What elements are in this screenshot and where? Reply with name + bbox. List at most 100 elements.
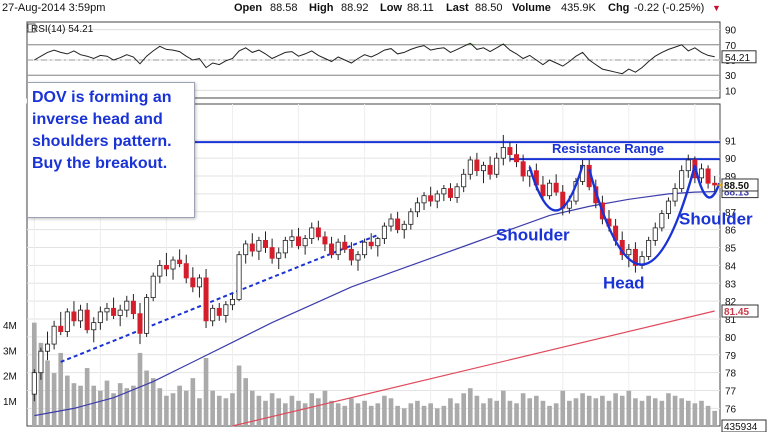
volume-bar (210, 390, 215, 426)
volume-bar (243, 378, 248, 426)
candle-body (262, 239, 269, 248)
last-price-tag-text: 88.50 (724, 181, 749, 192)
candle-body (698, 168, 704, 179)
candle-body (58, 325, 64, 332)
candle-body (447, 188, 453, 198)
last-price-marker-icon: + (717, 180, 723, 192)
volume-bar (104, 380, 110, 426)
volume-bar (58, 352, 64, 426)
volume-bar (540, 400, 546, 426)
candle-body (665, 200, 671, 214)
volume-value-tag (721, 419, 767, 432)
volume-value-tag-text: 435934 (724, 422, 758, 432)
volume-bar (699, 400, 704, 426)
volume-bar (322, 390, 328, 426)
volume-bar (65, 375, 70, 426)
volume-bar (553, 403, 559, 426)
candle-body (163, 265, 169, 270)
price-tick-label: 86 (725, 226, 737, 237)
volume-bar (256, 395, 262, 426)
rsi-tick-label: 30 (725, 71, 737, 82)
candle-body (84, 309, 90, 331)
volume-bar (633, 398, 638, 426)
volume-label: Volume (512, 2, 551, 14)
price-tick-label: 89 (725, 172, 737, 183)
volume-bar (78, 385, 83, 426)
rsi-collapse-icon (27, 23, 36, 33)
volume-value: 435.9K (561, 2, 596, 14)
candle-body (45, 343, 51, 352)
candle-body (712, 182, 718, 186)
price-tick-label: 82 (725, 297, 737, 308)
volume-bar (302, 403, 308, 426)
annotation-box: DOV is forming an inverse head and shoul… (27, 82, 195, 218)
candle-body (441, 188, 447, 195)
volume-bar (527, 398, 533, 426)
ma-value-tag-text: 88.13 (724, 188, 749, 199)
candle-body (375, 238, 381, 247)
resistance-range-label: Resistance Range (552, 141, 664, 156)
candle-body (428, 195, 434, 202)
right-shoulder-label: Shoulder (679, 209, 753, 228)
volume-bar (567, 400, 572, 426)
volume-bar (38, 342, 44, 426)
support-trendline (60, 234, 379, 363)
volume-bar (117, 383, 123, 426)
volume-bar (388, 398, 394, 426)
candle-body (401, 223, 407, 231)
candle-body (659, 213, 665, 229)
volume-bar (335, 403, 341, 426)
chg-value: -0.22 (-0.25%) (634, 2, 705, 14)
candle-body (514, 154, 520, 163)
candle-body (315, 227, 321, 238)
volume-bar (137, 352, 143, 426)
volume-bar (368, 405, 374, 426)
volume-bar (382, 395, 387, 426)
volume-bar (514, 403, 519, 426)
candle-body (97, 311, 103, 324)
candle-body (520, 161, 526, 177)
candle-body (540, 184, 546, 197)
volume-bar (639, 400, 645, 426)
rsi-tick-label: 10 (725, 86, 737, 97)
candle-body (547, 182, 553, 197)
candle-body (632, 248, 638, 266)
volume-bar (98, 390, 103, 426)
candle-body (381, 225, 387, 240)
candle-body (626, 248, 632, 256)
candle-body (111, 307, 117, 316)
candle-body (322, 236, 328, 245)
last-label: Last (446, 2, 469, 14)
candle-body (335, 241, 341, 256)
rsi-tick-label: 90 (725, 26, 737, 37)
head-curve (588, 165, 697, 266)
rsi-tick-label: 70 (725, 41, 737, 52)
annotation-text: DOV is forming an inverse head and shoul… (32, 89, 172, 172)
candle-body (190, 277, 196, 288)
volume-bar (362, 400, 367, 426)
price-tick-label: 83 (725, 279, 737, 290)
candle-body (177, 259, 183, 265)
price-tick-label: 90 (725, 154, 737, 165)
volume-bar (619, 395, 625, 426)
candle-body (157, 265, 163, 277)
candle-body (124, 300, 130, 311)
price-tick-label: 76 (725, 404, 737, 415)
volume-bar (177, 385, 182, 426)
candle-body (461, 173, 467, 188)
candle-body (104, 307, 110, 313)
candle-body (454, 186, 460, 198)
price-tick-label: 81 (725, 315, 737, 326)
volume-bar (283, 403, 288, 426)
volume-bar (454, 403, 460, 426)
volume-bar (507, 400, 513, 426)
rsi-label: RSI(14) 54.21 (31, 24, 94, 35)
volume-bar (705, 405, 711, 426)
volume-bar (144, 370, 149, 426)
candle-body (196, 277, 202, 288)
volume-bar (428, 403, 433, 426)
candle-body (183, 263, 189, 279)
candle-body (480, 164, 487, 172)
candle-body (309, 227, 315, 240)
volume-bar (316, 398, 321, 426)
